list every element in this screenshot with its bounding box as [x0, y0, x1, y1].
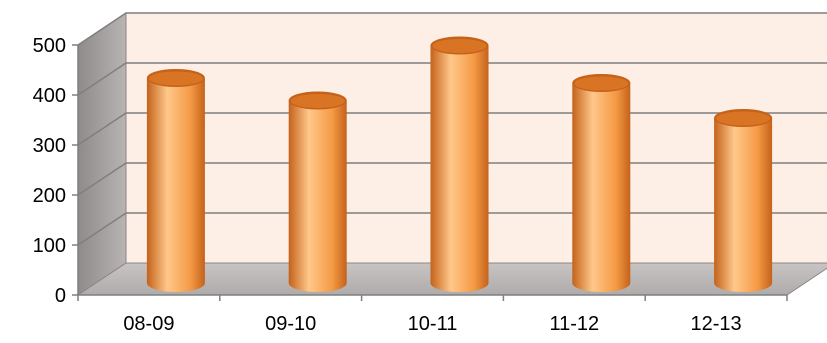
bar: [288, 91, 347, 292]
y-axis-ticks: 0 100 200 300 400 500: [33, 35, 78, 307]
y-tick-label: 400: [33, 85, 66, 107]
bar-top-inner: [290, 94, 345, 108]
bar: [430, 36, 489, 292]
bar-top-inner: [574, 76, 629, 91]
bar-body: [430, 45, 489, 292]
y-tick-label: 300: [33, 135, 66, 157]
bar-body: [572, 83, 631, 292]
y-tick-label: 0: [55, 285, 66, 307]
bar-series: [146, 36, 773, 292]
x-tick-label: 08-09: [123, 313, 174, 335]
bar-top-inner: [148, 71, 203, 86]
bar-body: [714, 118, 773, 292]
side-wall: [77, 12, 127, 296]
y-tick-label: 100: [33, 235, 66, 257]
y-tick-label: 500: [33, 35, 66, 57]
gridline: [77, 12, 827, 46]
axes: [77, 45, 787, 296]
bar: [146, 69, 205, 292]
y-tick-label: 200: [33, 185, 66, 207]
x-tick-label: 12-13: [691, 313, 742, 335]
bar: [714, 109, 773, 292]
bar-top-inner: [716, 111, 771, 126]
x-tick-label: 09-10: [265, 313, 316, 335]
bar-body: [146, 78, 205, 292]
gridline: [77, 62, 827, 96]
x-tick-label: 11-12: [549, 313, 599, 335]
bar: [572, 74, 631, 292]
x-axis-ticks: 08-09 09-10 10-11 11-12 12-13: [77, 295, 788, 335]
bar-top-inner: [432, 39, 487, 53]
bar-body: [288, 100, 347, 292]
x-tick-label: 10-11: [408, 313, 458, 335]
